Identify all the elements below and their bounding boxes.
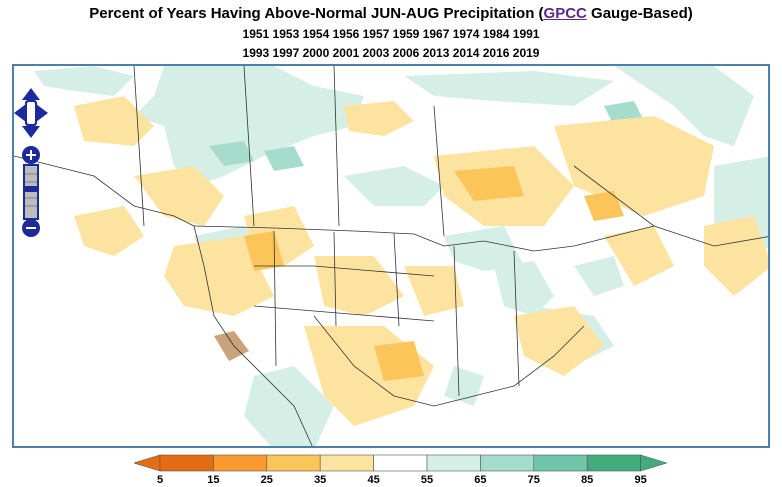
map-navigation [14, 88, 48, 237]
zoom-in-button[interactable] [22, 146, 40, 164]
pan-right-icon[interactable] [36, 104, 48, 122]
zoom-slider[interactable] [23, 164, 39, 220]
legend-swatch [373, 454, 428, 472]
orange-shading [74, 96, 768, 426]
legend-swatch [586, 454, 641, 472]
legend-swatch [426, 454, 481, 472]
legend-tick-label: 95 [634, 474, 647, 486]
pan-up-icon[interactable] [22, 88, 40, 100]
years-line-1: 1951 1953 1954 1956 1957 1959 1967 1974 … [242, 27, 540, 41]
legend-high-arrow [640, 454, 668, 472]
years-line-2: 1993 1997 2000 2001 2003 2006 2013 2014 … [242, 46, 540, 60]
gpcc-link[interactable]: GPCC [543, 5, 587, 22]
orange-shading-darker [244, 166, 624, 381]
legend-swatch [480, 454, 535, 472]
map-title: Percent of Years Having Above-Normal JUN… [89, 5, 693, 22]
borders [14, 66, 768, 446]
legend-tick-label: 75 [527, 474, 540, 486]
legend-swatch [213, 454, 268, 472]
legend-tick-label: 25 [260, 474, 273, 486]
map-viewport[interactable] [12, 64, 770, 448]
precipitation-map [14, 66, 768, 446]
legend-tick-label: 45 [367, 474, 380, 486]
legend-swatch [159, 454, 214, 472]
legend-tick-label: 65 [474, 474, 487, 486]
legend-swatch [319, 454, 374, 472]
green-shading-darker [209, 101, 644, 171]
legend-tick-label: 15 [207, 474, 220, 486]
legend-tick-label: 55 [420, 474, 434, 486]
legend-tick-label: 85 [581, 474, 594, 486]
zoom-out-button[interactable] [22, 219, 40, 237]
legend-tick-label: 35 [314, 474, 327, 486]
color-legend [134, 454, 668, 472]
pan-down-icon[interactable] [22, 126, 40, 138]
legend-tick-label: 5 [156, 474, 164, 486]
pan-control[interactable] [14, 88, 48, 138]
legend-swatch [266, 454, 321, 472]
pan-left-icon[interactable] [14, 104, 26, 122]
legend-swatch [533, 454, 588, 472]
brown-shading [214, 331, 249, 361]
legend-low-arrow [134, 454, 161, 472]
zoom-slider-handle [23, 186, 39, 192]
